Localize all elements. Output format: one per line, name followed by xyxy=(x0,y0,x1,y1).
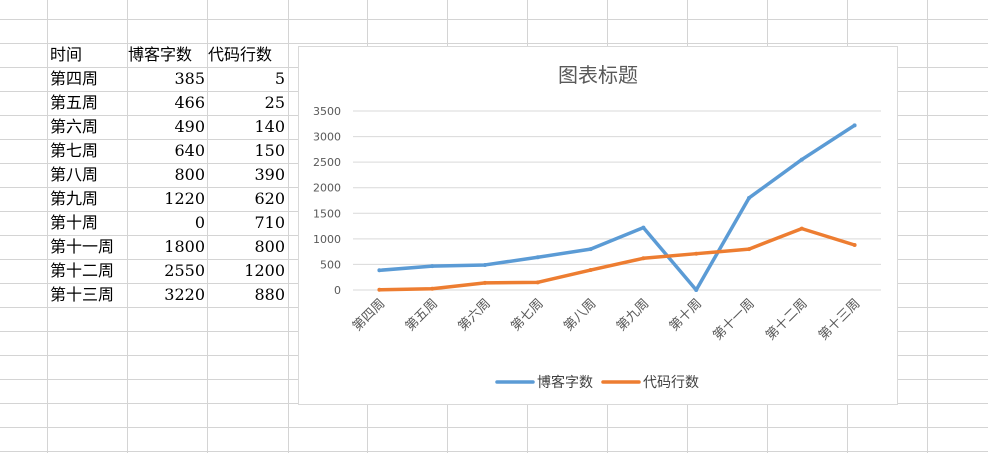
y-tick-label: 1000 xyxy=(313,233,341,246)
x-tick-label: 第七周 xyxy=(508,296,546,334)
data-point[interactable] xyxy=(430,286,435,291)
column-header[interactable]: 博客字数 xyxy=(128,45,193,64)
column-header[interactable]: 时间 xyxy=(50,45,83,64)
y-tick-label: 1500 xyxy=(313,207,341,220)
y-tick-label: 3500 xyxy=(313,105,341,118)
table-cell[interactable]: 第九周 xyxy=(50,189,99,208)
x-tick-label: 第十二周 xyxy=(763,296,810,343)
table-cell[interactable]: 1200 xyxy=(244,261,285,280)
legend-label: 博客字数 xyxy=(537,374,593,391)
column-header[interactable]: 代码行数 xyxy=(208,45,273,64)
table-cell[interactable]: 466 xyxy=(174,93,205,112)
table-cell[interactable]: 490 xyxy=(174,117,205,136)
x-tick-label: 第九周 xyxy=(614,296,652,334)
chart-panel[interactable]: 图表标题 0 500 1000 1500 2000 2500 3000 3500 第四周 第五周第… xyxy=(298,46,898,405)
legend-label: 代码行数 xyxy=(643,375,699,391)
table-cell[interactable]: 3220 xyxy=(164,285,205,304)
table-cell[interactable]: 800 xyxy=(174,165,205,184)
data-point[interactable] xyxy=(694,288,699,292)
data-point[interactable] xyxy=(588,268,593,273)
y-tick-label: 3000 xyxy=(313,131,341,144)
table-cell[interactable]: 620 xyxy=(254,189,285,208)
table-cell[interactable]: 第八周 xyxy=(50,165,99,184)
data-point[interactable] xyxy=(483,280,487,285)
table-cell[interactable]: 第五周 xyxy=(50,93,99,112)
table-cell[interactable]: 第四周 xyxy=(50,69,99,88)
data-point[interactable] xyxy=(641,256,646,261)
data-point[interactable] xyxy=(535,280,540,285)
table-cell[interactable]: 第七周 xyxy=(50,141,99,160)
x-tick-label: 第五周 xyxy=(403,296,441,334)
y-tick-label: 2500 xyxy=(313,156,341,169)
x-tick-label: 第八周 xyxy=(561,296,599,334)
table-cell[interactable]: 150 xyxy=(254,141,285,160)
y-tick-label: 0 xyxy=(334,284,341,297)
data-point[interactable] xyxy=(535,255,540,260)
table-cell[interactable]: 880 xyxy=(254,285,285,304)
data-point[interactable] xyxy=(799,226,804,231)
data-point[interactable] xyxy=(747,195,751,200)
table-cell[interactable]: 1800 xyxy=(164,237,205,256)
line-chart: 0 500 1000 1500 2000 2500 3000 3500 第四周 第五周 第六周 第七周… xyxy=(313,105,881,391)
table-cell[interactable]: 5 xyxy=(274,69,285,88)
y-tick-label: 500 xyxy=(320,258,341,271)
x-tick-label: 第六周 xyxy=(456,296,494,334)
table-cell[interactable]: 710 xyxy=(254,213,285,232)
table-cell[interactable]: 第十周 xyxy=(50,213,99,232)
series-line-0[interactable] xyxy=(377,123,857,292)
chart-title: 图表标题 xyxy=(558,63,638,87)
x-tick-label: 第十三周 xyxy=(816,296,863,343)
table-cell[interactable]: 800 xyxy=(254,237,285,256)
data-point[interactable] xyxy=(483,262,487,267)
data-point[interactable] xyxy=(588,247,593,252)
table-cell[interactable]: 140 xyxy=(254,117,285,136)
table-cell[interactable]: 第十二周 xyxy=(50,261,115,280)
data-point[interactable] xyxy=(377,287,382,292)
table-cell[interactable]: 0 xyxy=(194,213,205,232)
x-tick-label: 第四周 xyxy=(350,296,388,334)
data-point[interactable] xyxy=(852,242,857,247)
data-point[interactable] xyxy=(747,247,751,252)
series-line-1[interactable] xyxy=(377,226,857,292)
table-cell[interactable]: 1220 xyxy=(164,189,205,208)
y-tick-label: 2000 xyxy=(313,182,341,195)
data-point[interactable] xyxy=(852,123,857,128)
data-point[interactable] xyxy=(799,157,804,162)
table-cell[interactable]: 640 xyxy=(174,141,205,160)
x-tick-label: 第十一周 xyxy=(710,296,757,343)
table-cell[interactable]: 第六周 xyxy=(50,117,99,136)
x-tick-label: 第十周 xyxy=(667,296,705,334)
data-point[interactable] xyxy=(694,251,699,256)
table-cell[interactable]: 385 xyxy=(174,69,205,88)
table-cell[interactable]: 390 xyxy=(254,165,285,184)
data-point[interactable] xyxy=(430,264,435,269)
data-point[interactable] xyxy=(641,225,646,230)
table-cell[interactable]: 第十三周 xyxy=(50,285,115,304)
data-point[interactable] xyxy=(377,268,382,273)
table-cell[interactable]: 25 xyxy=(264,93,285,112)
table-cell[interactable]: 2550 xyxy=(164,261,205,280)
table-cell[interactable]: 第十一周 xyxy=(50,237,115,256)
